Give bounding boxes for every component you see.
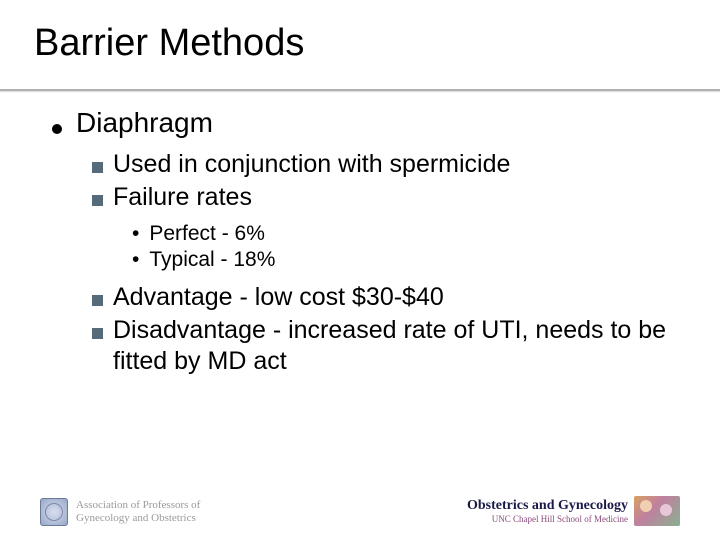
assoc-line1: Association of Professors of [76, 499, 200, 512]
level2-text: Failure rates [113, 182, 686, 213]
level2-text: Used in conjunction with spermicide [113, 149, 686, 180]
level1-text: Diaphragm [76, 107, 213, 139]
seal-icon [40, 498, 68, 526]
dot-icon [52, 124, 62, 134]
slide: Barrier Methods Diaphragm Used in conjun… [0, 0, 720, 540]
square-icon [92, 295, 103, 306]
footer: Association of Professors of Gynecology … [0, 496, 720, 526]
level2-text: Disadvantage - increased rate of UTI, ne… [113, 315, 686, 378]
level3-text: Typical - 18% [149, 248, 275, 272]
dept-photo-icon [634, 496, 680, 526]
bullet-level2: Disadvantage - increased rate of UTI, ne… [92, 315, 686, 378]
association-text: Association of Professors of Gynecology … [76, 499, 200, 525]
bullet-level2: Advantage - low cost $30-$40 [92, 282, 686, 313]
bullet-level3: • Typical - 18% [132, 248, 686, 272]
dept-text: Obstetrics and Gynecology UNC Chapel Hil… [467, 498, 628, 524]
assoc-line2: Gynecology and Obstetrics [76, 512, 200, 525]
square-icon [92, 328, 103, 339]
footer-left: Association of Professors of Gynecology … [40, 498, 200, 526]
dept-title: Obstetrics and Gynecology [467, 498, 628, 514]
slide-content: Diaphragm Used in conjunction with sperm… [34, 91, 686, 377]
bullet-level2: Failure rates [92, 182, 686, 213]
footer-right: Obstetrics and Gynecology UNC Chapel Hil… [467, 496, 680, 526]
level3-text: Perfect - 6% [149, 222, 265, 246]
dept-subtitle: UNC Chapel Hill School of Medicine [467, 514, 628, 524]
level2-text: Advantage - low cost $30-$40 [113, 282, 686, 313]
bullet-icon: • [132, 222, 139, 246]
square-icon [92, 195, 103, 206]
level2-group-b: Advantage - low cost $30-$40 Disadvantag… [52, 282, 686, 378]
slide-title: Barrier Methods [34, 22, 686, 75]
bullet-level2: Used in conjunction with spermicide [92, 149, 686, 180]
square-icon [92, 162, 103, 173]
level3-group: • Perfect - 6% • Typical - 18% [92, 222, 686, 272]
bullet-icon: • [132, 248, 139, 272]
bullet-level1: Diaphragm [52, 107, 686, 139]
level2-group-a: Used in conjunction with spermicide Fail… [52, 149, 686, 214]
bullet-level3: • Perfect - 6% [132, 222, 686, 246]
